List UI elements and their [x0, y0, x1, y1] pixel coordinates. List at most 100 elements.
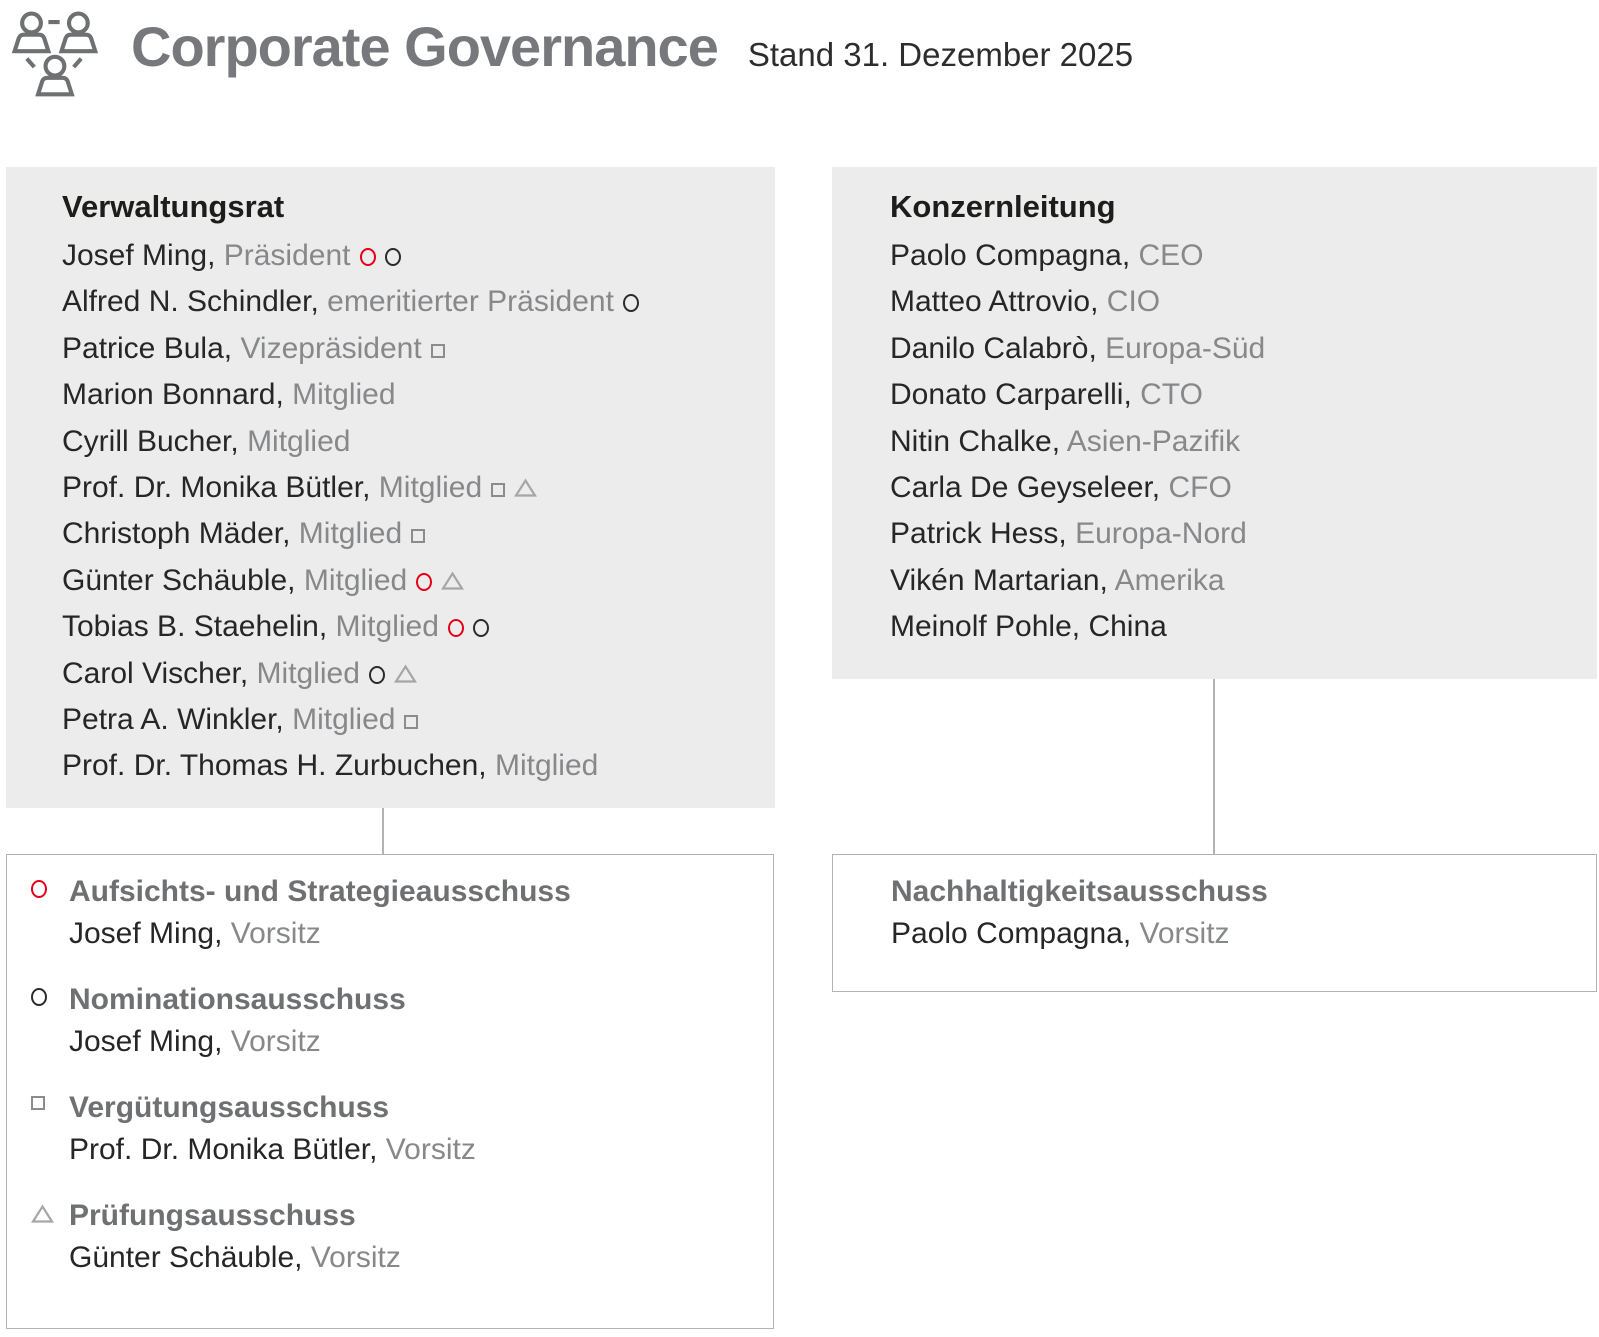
committee-chair: Josef Ming, Vorsitz [69, 913, 763, 955]
membership-symbols [482, 471, 538, 504]
member-role: Mitglied [292, 703, 396, 737]
triangle-icon [393, 664, 417, 683]
member-row: Matteo Attrovio, CIO [890, 279, 1587, 325]
committees-box: Aufsichts- und Strategieausschuss Josef … [6, 854, 774, 1329]
member-name: Vikén Martarian, [890, 563, 1108, 597]
member-name: Petra A. Winkler, [62, 703, 284, 737]
member-name: Donato Carparelli, [890, 378, 1132, 412]
circle-red-icon [447, 619, 464, 638]
member-role: Vizepräsident [240, 331, 422, 365]
verwaltungsrat-title: Verwaltungsrat [62, 189, 285, 224]
membership-symbols [351, 239, 401, 272]
circle-red-icon [416, 572, 433, 591]
committee-chair: Günter Schäuble, Vorsitz [69, 1237, 763, 1279]
circle-black-icon [384, 248, 401, 266]
membership-symbols [614, 285, 639, 318]
committee-symbol [31, 1204, 54, 1228]
member-role: Asien-Pazifik [1066, 424, 1241, 458]
membership-symbols [407, 564, 465, 597]
member-role: Mitglied [298, 517, 403, 551]
member-name: Nitin Chalke, [890, 424, 1061, 458]
member-name: Meinolf Pohle, [890, 610, 1081, 644]
chair-role: Vorsitz [230, 917, 321, 950]
member-role: China [1088, 610, 1167, 644]
committee-symbol [31, 988, 47, 1010]
member-row: Tobias B. Staehelin, Mitglied [62, 604, 765, 650]
member-row: Danilo Calabrò, Europa-Süd [890, 326, 1587, 372]
chair-name: Josef Ming, [69, 1025, 223, 1058]
konzernleitung-box: Konzernleitung Paolo Compagna, CEO Matte… [832, 167, 1597, 679]
member-name: Prof. Dr. Thomas H. Zurbuchen, [62, 749, 487, 783]
committee-title: Vergütungsausschuss [69, 1091, 390, 1124]
member-row: Günter Schäuble, Mitglied [62, 558, 765, 604]
member-row: Prof. Dr. Monika Bütler, Mitglied [62, 465, 765, 511]
member-role: CFO [1168, 471, 1232, 505]
member-row: Patrice Bula, Vizepräsident [62, 326, 765, 372]
member-name: Patrick Hess, [890, 517, 1067, 551]
circle-red-icon [31, 880, 47, 898]
member-name: Paolo Compagna, [890, 239, 1131, 272]
page-header: Corporate Governance Stand 31. Dezember … [131, 14, 1133, 79]
member-row: Christoph Mäder, Mitglied [62, 511, 765, 557]
chair-role: Vorsitz [1139, 917, 1230, 950]
committee-title: Prüfungsausschuss [69, 1199, 356, 1232]
member-row: Carla De Geyseleer, CFO [890, 465, 1587, 511]
circle-black-icon [622, 294, 639, 313]
member-row: Josef Ming, Präsident [62, 233, 765, 279]
chair-role: Vorsitz [230, 1025, 321, 1058]
sustainability-committee-title: Nachhaltigkeitsausschuss [891, 875, 1268, 908]
member-row: Nitin Chalke, Asien-Pazifik [890, 419, 1587, 465]
member-row: Petra A. Winkler, Mitglied [62, 697, 765, 743]
square-icon [491, 483, 506, 498]
membership-symbols [422, 332, 445, 365]
member-role: Mitglied [292, 378, 396, 412]
committee-symbol [31, 1096, 45, 1115]
triangle-icon [31, 1204, 54, 1223]
membership-symbols [360, 657, 417, 690]
chair-name: Josef Ming, [69, 917, 223, 950]
member-role: Amerika [1114, 563, 1225, 597]
konzernleitung-title: Konzernleitung [890, 189, 1116, 224]
member-name: Alfred N. Schindler, [62, 285, 319, 319]
page-title: Corporate Governance [131, 15, 719, 78]
member-name: Marion Bonnard, [62, 378, 284, 412]
member-role: emeritierter Präsident [327, 285, 614, 319]
chair-role: Vorsitz [310, 1241, 401, 1274]
committee-symbol [31, 880, 47, 902]
connector-line-verwaltungsrat [382, 808, 384, 854]
circle-red-icon [359, 248, 376, 266]
member-role: Europa-Süd [1105, 331, 1266, 365]
member-row: Paolo Compagna, CEO [890, 233, 1587, 279]
member-role: Europa-Nord [1075, 517, 1247, 551]
committee-chair: Josef Ming, Vorsitz [69, 1021, 763, 1063]
square-icon [411, 529, 426, 544]
committee-title: Aufsichts- und Strategieausschuss [69, 875, 571, 908]
square-icon [31, 1096, 45, 1110]
triangle-icon [514, 478, 538, 497]
member-row: Vikén Martarian, Amerika [890, 558, 1587, 604]
member-role: CIO [1106, 285, 1161, 319]
member-role: Mitglied [378, 471, 483, 505]
member-row: Alfred N. Schindler, emeritierter Präsid… [62, 279, 765, 325]
member-role: Mitglied [256, 656, 360, 690]
member-role: Mitglied [247, 424, 351, 458]
member-name: Patrice Bula, [62, 331, 233, 365]
member-name: Prof. Dr. Monika Bütler, [62, 471, 371, 505]
konzernleitung-member-list: Paolo Compagna, CEO Matteo Attrovio, CIO… [890, 233, 1587, 651]
verwaltungsrat-box: Verwaltungsrat Josef Ming, Präsident Alf… [6, 167, 775, 808]
member-name: Tobias B. Staehelin, [62, 610, 328, 644]
chair-name: Günter Schäuble, [69, 1241, 303, 1274]
member-role: Präsident [223, 239, 351, 272]
chair-name: Paolo Compagna, [891, 917, 1132, 950]
verwaltungsrat-member-list: Josef Ming, Präsident Alfred N. Schindle… [62, 233, 765, 790]
member-row: Carol Vischer, Mitglied [62, 651, 765, 697]
member-role: Mitglied [335, 610, 439, 644]
chair-role: Vorsitz [385, 1133, 476, 1166]
triangle-icon [441, 571, 465, 590]
member-row: Donato Carparelli, CTO [890, 372, 1587, 418]
committee-item: Prüfungsausschuss Günter Schäuble, Vorsi… [7, 1195, 763, 1279]
member-row: Prof. Dr. Thomas H. Zurbuchen, Mitglied [62, 743, 765, 789]
square-icon [430, 343, 445, 358]
member-role: Mitglied [494, 749, 599, 783]
